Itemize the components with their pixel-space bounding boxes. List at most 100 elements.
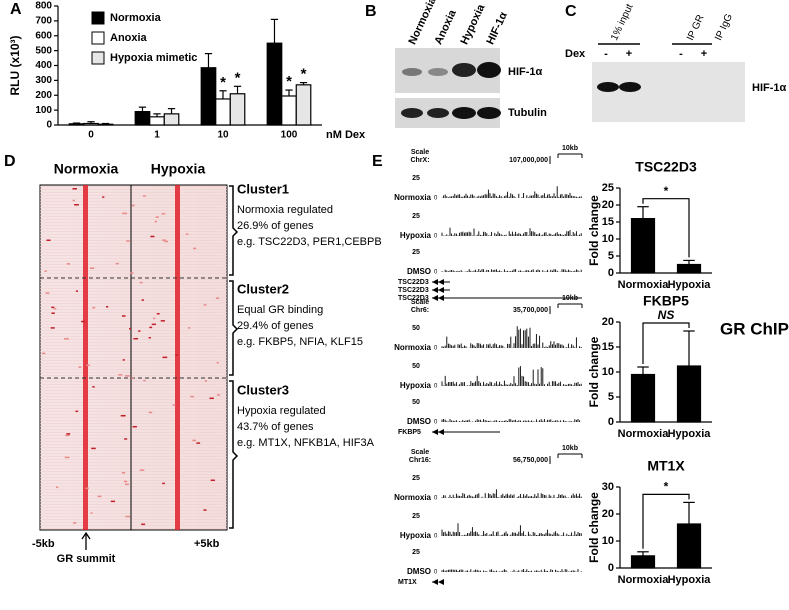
y-tick-label: 5 (608, 391, 614, 403)
y-axis-label: Fold change (587, 336, 601, 407)
y-tick-label: 300 (35, 75, 52, 86)
chip-label: GR ChIP (720, 319, 789, 338)
track-min: 0 (434, 570, 438, 576)
y-tick-label: 10 (602, 535, 614, 547)
locus-coordinate: 35,700,000 (513, 307, 548, 314)
heatmap-speck (190, 395, 194, 398)
heatmap-speck (51, 312, 55, 314)
gene-name: MT1X (398, 579, 417, 586)
cluster-examples: e.g. TSC22D3, PER1,CEBPB (237, 236, 382, 248)
y-axis-label: Fold change (587, 492, 601, 563)
heatmap-speck (132, 425, 137, 428)
heatmap-speck (185, 233, 189, 235)
cluster-description: Normoxia regulated (237, 204, 333, 216)
track-min: 0 (434, 420, 438, 426)
panel-label: E (372, 153, 383, 170)
locus-scale: Scale (411, 149, 429, 156)
heatmap-speck (153, 317, 156, 320)
cluster-percent: 26.9% of genes (237, 220, 314, 232)
bar (295, 84, 312, 126)
heatmap-speck (172, 404, 176, 406)
heatmap-speck (162, 356, 168, 359)
heatmap-speck (217, 394, 221, 396)
column-label: Normoxia (54, 161, 119, 177)
comparison-bracket (642, 198, 690, 258)
track-min: 0 (434, 496, 438, 502)
group-label: IP IgG (713, 12, 735, 42)
heatmap-speck (209, 397, 214, 400)
band-label: Tubulin (508, 107, 547, 119)
lane-label: HIF-1α (484, 10, 509, 46)
track-name: Normoxia (394, 343, 431, 352)
heatmap-speck (215, 297, 220, 299)
heatmap-speck (46, 239, 51, 242)
track-max: 25 (412, 175, 420, 182)
heatmap-speck (64, 456, 70, 459)
track-min: 0 (434, 196, 438, 202)
track-max: 25 (412, 549, 420, 556)
heatmap-speck (160, 320, 165, 322)
bar (134, 111, 151, 126)
gene-arrow (432, 429, 444, 435)
x-tick-label: 100 (281, 130, 298, 141)
track-max: 25 (412, 475, 420, 482)
bar (229, 93, 246, 126)
track-signal (441, 269, 582, 272)
track-max: 25 (412, 513, 420, 520)
y-tick-label: 200 (35, 90, 52, 101)
heatmap-speck (122, 359, 125, 361)
legend-label: Hypoxia mimetic (110, 52, 197, 64)
x-tick-label: 10 (217, 130, 229, 141)
heatmap (39, 184, 228, 531)
panel-label: C (565, 3, 577, 20)
x-tick-label: Hypoxia (668, 428, 712, 440)
heatmap-speck (196, 442, 201, 444)
western-blot-b (395, 48, 501, 128)
comparison-label: * (664, 480, 669, 494)
heatmap-speck (121, 472, 126, 474)
bar (630, 218, 656, 274)
x-tick-label: 0 (88, 130, 94, 141)
heatmap-speck (75, 290, 79, 292)
y-tick-label: 0 (608, 562, 614, 574)
bar (200, 67, 217, 126)
treatment-sign: - (604, 48, 608, 60)
heatmap-speck (131, 204, 135, 207)
x-tick-label: Hypoxia (668, 574, 712, 586)
heatmap-speck (175, 354, 178, 356)
comparison-label: * (664, 184, 669, 198)
heatmap-speck (161, 213, 166, 215)
heatmap-speck (118, 374, 123, 376)
heatmap-speck (131, 377, 134, 380)
heatmap-speck (161, 239, 166, 241)
x-tick-label: Normoxia (618, 428, 670, 440)
heatmap-speck (66, 263, 71, 265)
y-tick-label: 30 (602, 481, 614, 493)
heatmap-speck (188, 327, 191, 329)
track-max: 50 (412, 399, 420, 406)
heatmap-speck (125, 375, 130, 377)
cluster-name: Cluster3 (237, 382, 289, 397)
y-tick-label: 15 (602, 341, 614, 353)
gene-name: TSC22D3 (398, 279, 429, 286)
heatmap-speck (139, 469, 145, 471)
locus-chrom: Chr6: (411, 307, 429, 314)
heatmap-speck (53, 307, 57, 310)
group-label: 1% input (609, 2, 636, 42)
track-min: 0 (434, 534, 438, 540)
heatmap-speck (216, 361, 219, 364)
track-name: Hypoxia (400, 231, 432, 240)
band-label: HIF-1α (508, 66, 543, 78)
heatmap-speck (73, 522, 77, 524)
significance: * (286, 73, 292, 90)
bar (215, 98, 231, 126)
heatmap-speck (74, 204, 79, 206)
heatmap-speck (154, 220, 158, 223)
gene-arrow (432, 287, 444, 293)
heatmap-speck (92, 386, 95, 388)
heatmap-speck (97, 495, 102, 498)
y-tick-label: 600 (35, 30, 52, 41)
heatmap-speck (141, 299, 145, 301)
comparison-bracket (642, 493, 690, 549)
y-tick-label: 10 (602, 233, 614, 245)
